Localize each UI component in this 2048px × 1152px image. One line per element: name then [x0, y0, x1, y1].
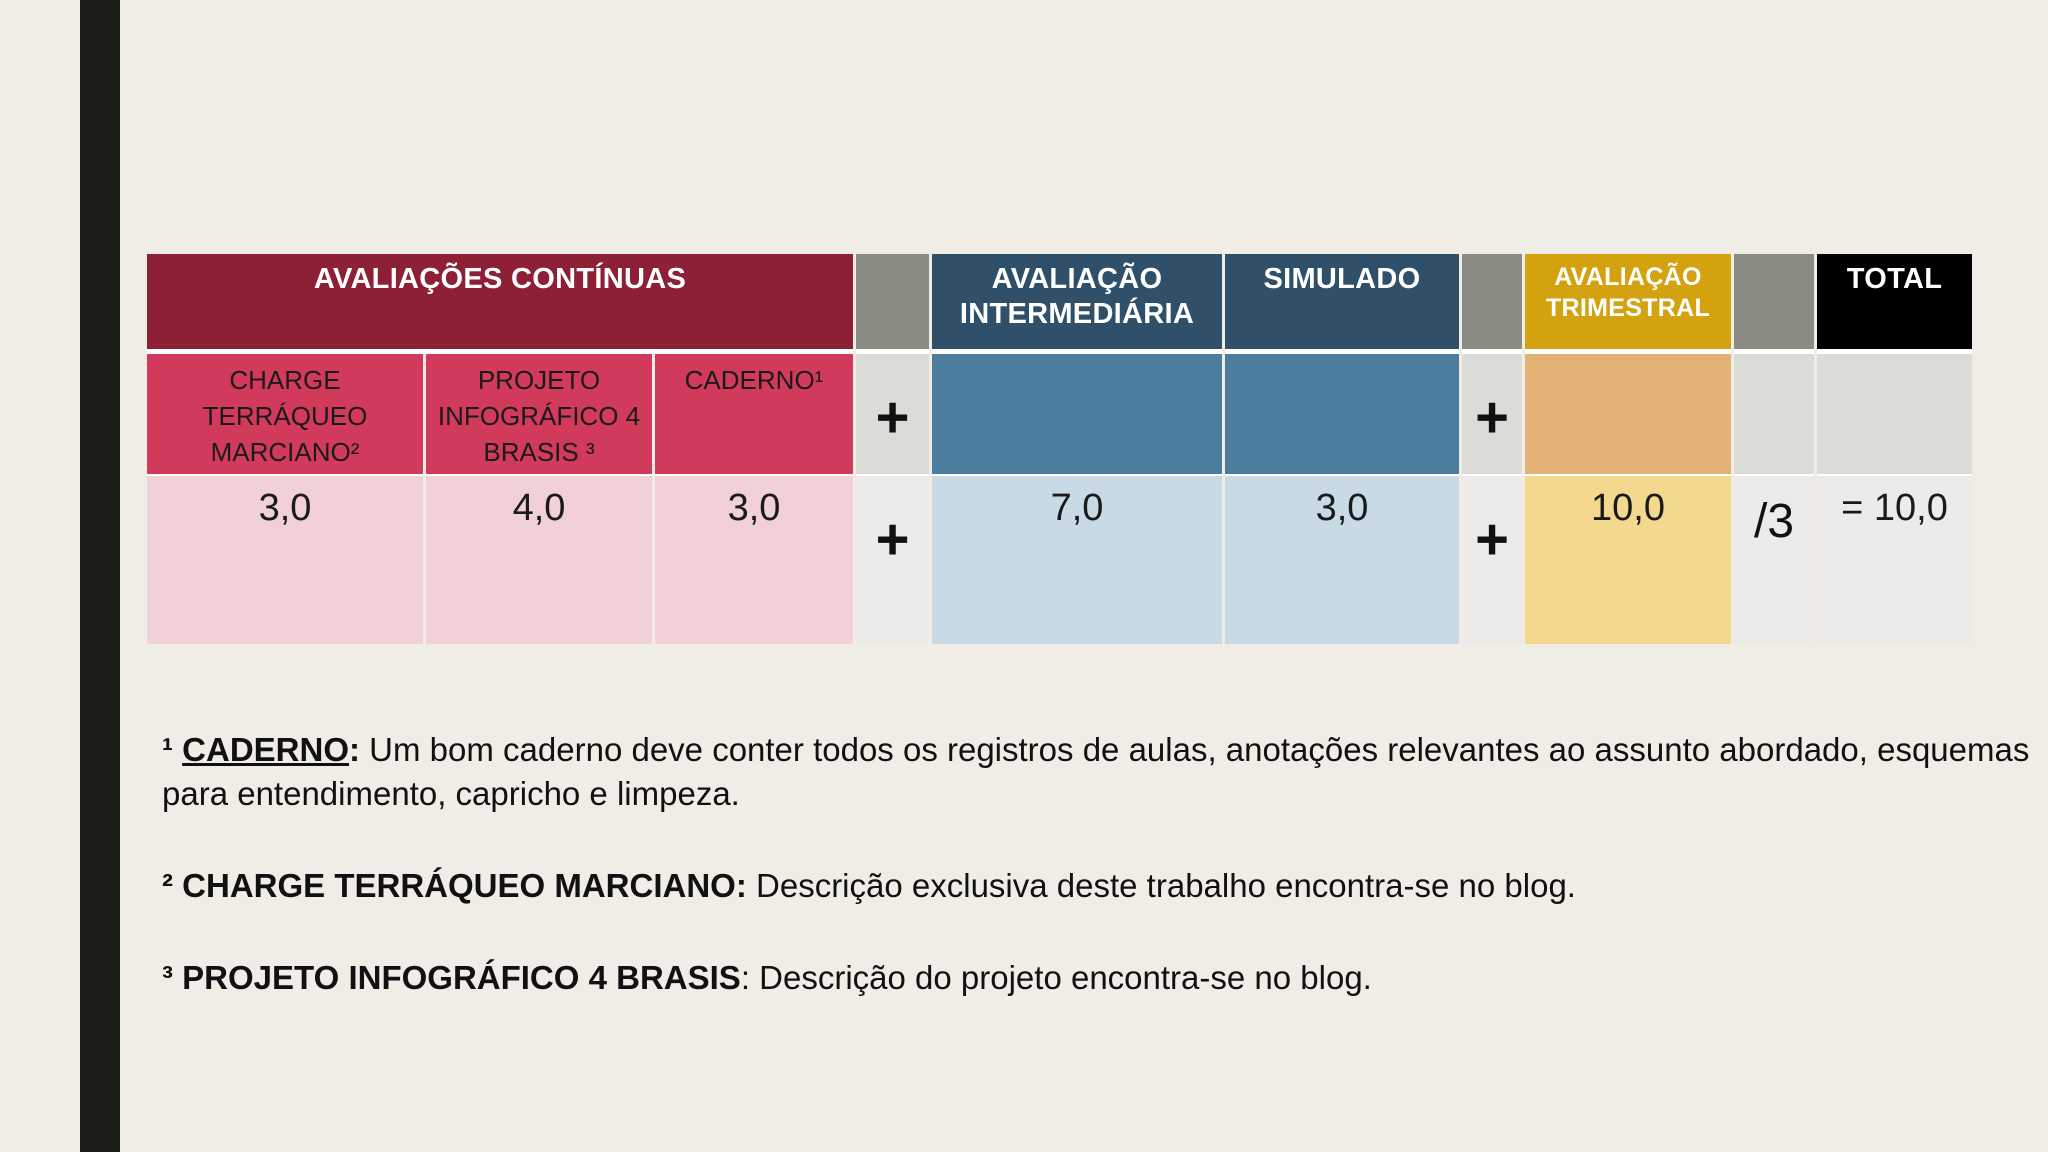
footnote-projeto: ³ PROJETO INFOGRÁFICO 4 BRASIS: Descriçã…: [162, 956, 2042, 1000]
footnote-text: Um bom caderno deve conter todos os regi…: [162, 731, 2030, 812]
header-simulado: SIMULADO: [1225, 254, 1459, 354]
value-trimestral: 10,0: [1525, 476, 1731, 644]
footnote-colon: :: [740, 959, 750, 996]
value-projeto: 4,0: [426, 476, 652, 644]
subheader-charge: CHARGE TERRÁQUEO MARCIANO²: [147, 354, 423, 476]
header-avaliacoes-continuas: AVALIAÇÕES CONTÍNUAS: [147, 254, 853, 354]
subheader-trimestral: [1525, 354, 1731, 476]
subheader-divide: [1734, 354, 1814, 476]
header-spacer-3: [1734, 254, 1814, 354]
subheader-caderno: CADERNO¹: [655, 354, 853, 476]
subheader-projeto: PROJETO INFOGRÁFICO 4 BRASIS ³: [426, 354, 652, 476]
plus-operator-val-1: +: [856, 476, 929, 644]
plus-operator-val-2: +: [1462, 476, 1522, 644]
footnote-text: Descrição do projeto encontra-se no blog…: [749, 959, 1372, 996]
footnote-term: CHARGE TERRÁQUEO MARCIANO: [182, 867, 736, 904]
footnotes: ¹ CADERNO: Um bom caderno deve conter to…: [162, 728, 2042, 1048]
value-total: = 10,0: [1817, 476, 1972, 644]
value-simulado: 3,0: [1225, 476, 1459, 644]
plus-operator-sub-2: +: [1462, 354, 1522, 476]
value-charge: 3,0: [147, 476, 423, 644]
divide-operator: /3: [1734, 476, 1814, 644]
grading-table: AVALIAÇÕES CONTÍNUAS AVALIAÇÃO INTERMEDI…: [147, 254, 1972, 644]
header-avaliacao-trimestral: AVALIAÇÃO TRIMESTRAL: [1525, 254, 1731, 354]
subheader-intermediaria: [932, 354, 1222, 476]
footnote-marker: ¹: [162, 731, 173, 768]
header-spacer-1: [856, 254, 929, 354]
footnote-marker: ²: [162, 867, 173, 904]
footnote-colon: :: [349, 731, 361, 768]
footnote-colon: :: [735, 867, 747, 904]
subheader-total: [1817, 354, 1972, 476]
side-accent-bar: [80, 0, 120, 1152]
header-avaliacao-intermediaria: AVALIAÇÃO INTERMEDIÁRIA: [932, 254, 1222, 354]
footnote-marker: ³: [162, 959, 173, 996]
subheader-simulado: [1225, 354, 1459, 476]
value-caderno: 3,0: [655, 476, 853, 644]
footnote-term: CADERNO: [182, 731, 350, 768]
footnote-charge: ² CHARGE TERRÁQUEO MARCIANO: Descrição e…: [162, 864, 2042, 908]
footnote-caderno: ¹ CADERNO: Um bom caderno deve conter to…: [162, 728, 2042, 816]
footnote-text: Descrição exclusiva deste trabalho encon…: [746, 867, 1576, 904]
footnote-term: PROJETO INFOGRÁFICO 4 BRASIS: [182, 959, 741, 996]
header-total: TOTAL: [1817, 254, 1972, 354]
value-intermediaria: 7,0: [932, 476, 1222, 644]
plus-operator-sub-1: +: [856, 354, 929, 476]
header-spacer-2: [1462, 254, 1522, 354]
